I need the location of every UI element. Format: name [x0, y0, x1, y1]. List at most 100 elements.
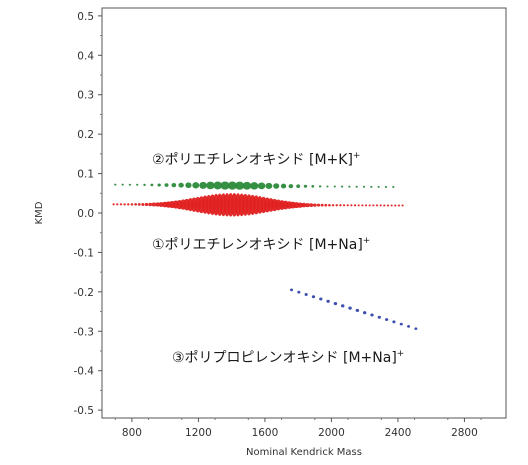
series-1-point: [386, 204, 390, 207]
series-1-point: [390, 204, 393, 207]
annotation-peo-na: ①ポリエチレンオキシド [M+Na]+: [152, 236, 370, 253]
series-1-point: [375, 204, 379, 207]
y-tick-label: -0.4: [74, 366, 95, 378]
series-0-point: [362, 185, 366, 188]
series-1-point: [316, 203, 321, 207]
x-tick-label: 2000: [318, 427, 345, 439]
annotation-ppo-na: ③ポリプロピレンオキシド [M+Na]+: [172, 349, 404, 366]
series-2-point: [333, 302, 338, 306]
series-1-point: [123, 203, 126, 206]
annotation-peo-na-sup: +: [363, 236, 371, 246]
series-0-point: [288, 184, 294, 189]
series-0-point: [227, 181, 237, 190]
series-0-point: [136, 183, 139, 186]
series-1-point: [112, 203, 115, 206]
series-1-point: [141, 203, 145, 206]
series-1-point: [151, 202, 157, 207]
series-0-point: [384, 185, 388, 188]
annotation-ppo-na-text: ③ポリプロピレンオキシド [M+Na]: [172, 350, 397, 366]
series-1-point: [383, 204, 386, 207]
series-2-point: [385, 318, 389, 322]
series-2-point: [399, 322, 403, 326]
series-0-point: [192, 182, 200, 189]
axes: 0.5 0.4 0.3 0.2 0.1 0.0 -0.1 -0.2 -0.3 -0.4 -0.5 80…: [74, 11, 482, 439]
series-0-point: [157, 183, 161, 187]
series-0-point: [348, 185, 351, 188]
y-axis-title: KMD: [34, 201, 45, 224]
series-0-point: [220, 181, 230, 190]
series-1-point: [331, 204, 335, 207]
data-marks: [112, 181, 418, 330]
series-0-point: [242, 181, 252, 190]
series-1-point: [350, 204, 353, 207]
series-1-point: [401, 204, 404, 207]
series-2-point: [377, 315, 381, 319]
series-0-point: [355, 185, 358, 188]
series-1-point: [324, 203, 328, 207]
x-axis-title: Nominal Kendrick Mass: [246, 447, 362, 458]
series-0-point: [392, 186, 395, 189]
y-tick-label: 0.3: [77, 90, 94, 102]
series-0-point: [250, 182, 259, 190]
series-2-point: [362, 311, 367, 315]
series-0-point: [326, 185, 329, 188]
series-0-point: [206, 181, 215, 190]
series-0-point: [171, 182, 177, 188]
series-1-point: [297, 202, 304, 208]
series-2-point: [370, 313, 374, 317]
y-tick-label: 0.1: [77, 169, 94, 181]
x-tick-label: 1600: [252, 427, 279, 439]
series-1-point: [364, 204, 368, 207]
series-0-point: [311, 185, 315, 188]
annotation-peo-k-text: ②ポリエチレンオキシド [M+K]: [152, 152, 353, 168]
series-2-point: [290, 288, 294, 292]
series-0-point: [340, 185, 344, 188]
annotation-ppo-na-sup: +: [397, 349, 405, 359]
x-tick-label: 2800: [451, 427, 478, 439]
x-tick-label: 1200: [185, 427, 212, 439]
series-1-point: [379, 204, 382, 207]
y-tick-label: -0.2: [74, 287, 95, 299]
series-0-point: [265, 182, 273, 190]
series-1-point: [137, 203, 141, 206]
series-0-point: [235, 181, 245, 190]
series-0-point: [280, 183, 287, 189]
series-0-point: [143, 183, 146, 186]
y-tick-label: -0.1: [74, 247, 95, 259]
y-tick-label: 0.2: [77, 129, 94, 141]
series-0-point: [150, 183, 154, 187]
series-2-point: [319, 297, 323, 301]
series-0-point: [128, 183, 132, 186]
series-1-point: [119, 203, 123, 206]
series-1-point: [127, 203, 130, 206]
x-tick-label: 2400: [385, 427, 412, 439]
annotation-peo-k: ②ポリエチレンオキシド [M+K]+: [152, 151, 360, 168]
y-tick-label: 0.5: [77, 11, 94, 23]
series-1-point: [368, 204, 371, 207]
series-1-point: [394, 204, 397, 207]
series-1-point: [148, 202, 153, 207]
series-1-point: [301, 202, 307, 208]
x-tick-label: 800: [122, 427, 142, 439]
series-1-point: [155, 202, 160, 207]
series-1-point: [309, 203, 314, 207]
series-1-point: [144, 202, 149, 207]
y-tick-label: -0.3: [74, 326, 95, 338]
series-0-point: [185, 182, 192, 189]
series-1-point: [335, 204, 338, 207]
series-1-point: [116, 203, 119, 206]
series-1-point: [361, 204, 364, 207]
series-2-point: [392, 320, 396, 324]
series-0-point: [318, 185, 322, 188]
series-2-point: [407, 325, 411, 328]
series-1-point: [372, 204, 375, 207]
series-0-point: [164, 183, 169, 187]
series-0-point: [273, 183, 280, 189]
series-0-point: [257, 182, 266, 190]
series-0-point: [377, 185, 380, 188]
series-1-point: [397, 204, 401, 207]
y-tick-label: 0.0: [77, 208, 94, 220]
series-1-point: [346, 204, 349, 207]
